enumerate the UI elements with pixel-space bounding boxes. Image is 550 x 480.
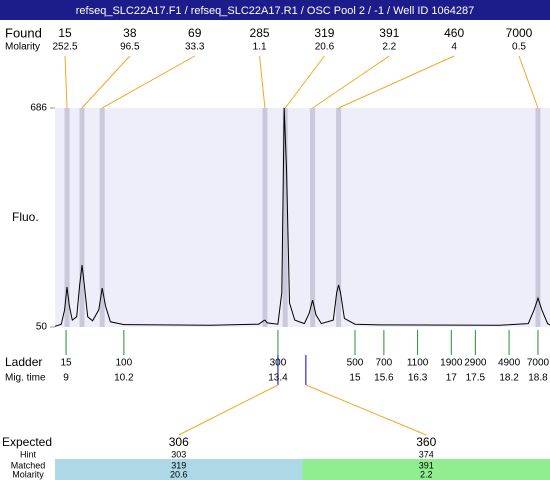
found-molarity: 0.5 [512,42,526,53]
found-size: 319 [314,26,334,40]
found-molarity: 20.6 [315,42,335,53]
result-row-label: Matched [11,460,46,470]
ladder-size: 1100 [407,358,429,369]
found-size: 7000 [506,26,533,40]
found-molarity: 2.2 [382,42,396,53]
found-molarity: 33.3 [185,42,205,53]
found-molarity: 4 [451,42,457,53]
result-row-label: Hint [20,449,37,459]
peak-connector [259,55,266,109]
peak-band [282,108,288,327]
ladder-mig-time: 18.2 [499,373,519,384]
found-size: 15 [58,26,72,40]
ladder-size: 100 [116,358,133,369]
ladder-mig-time: 10.2 [114,373,134,384]
result-expected: 306 [169,435,189,449]
peak-band [262,108,268,327]
peak-connector [101,55,195,109]
found-size: 285 [250,26,270,40]
found-molarity: 1.1 [253,42,267,53]
found-size: 69 [188,26,202,40]
peak-band [79,108,85,327]
peak-connector [284,55,325,109]
found-molarity: 252.5 [52,42,77,53]
peak-connector [338,55,455,109]
result-row-label: Expected [2,435,52,449]
result-hint: 374 [419,449,434,459]
result-matched: 391 [419,460,434,470]
mig-time-label: Mig. time [5,373,46,384]
result-row-label: Molarity [12,469,44,479]
trace [54,107,550,327]
peak-band [310,108,316,327]
ladder-label: Ladder [5,355,42,369]
expected-connector [178,384,279,436]
y-axis-label: Fluo. [12,210,39,224]
result-expected: 360 [416,435,436,449]
expected-connector [305,384,427,436]
found-size: 38 [123,26,137,40]
ladder-mig-time: 15.6 [374,373,394,384]
ladder-size: 700 [376,358,393,369]
peak-connector [81,55,131,109]
ladder-mig-time: 9 [63,373,69,384]
ladder-mig-time: 18.8 [528,373,548,384]
peak-connector [312,55,390,109]
ladder-mig-time: 15 [349,373,361,384]
peak-band [99,108,105,327]
peak-connector [64,55,68,109]
found-label: Found [5,25,42,40]
result-fill [55,459,303,480]
ladder-mig-time: 16.3 [408,373,428,384]
peak-band [535,108,541,327]
result-fill [302,459,550,480]
result-matched: 319 [171,460,186,470]
found-size: 391 [379,26,399,40]
ladder-mig-time: 17 [446,373,458,384]
result-molarity: 2.2 [420,469,433,479]
found-molarity: 96.5 [120,42,140,53]
peak-connector [518,55,539,109]
ladder-mig-time: 13.4 [268,373,288,384]
peak-band [336,108,342,327]
molarity-label: Molarity [5,42,40,53]
peak-band [64,108,70,327]
ladder-size: 2900 [464,358,487,369]
ladder-size: 7000 [527,358,550,369]
ladder-size: 500 [347,358,364,369]
result-molarity: 20.6 [170,469,188,479]
y-tick-label: 686 [30,103,47,114]
ladder-size: 300 [270,358,287,369]
ladder-size: 4900 [498,358,521,369]
result-hint: 303 [171,449,186,459]
ladder-size: 1900 [440,358,463,369]
found-size: 460 [444,26,464,40]
y-tick-label: 50 [36,322,48,333]
ladder-mig-time: 17.5 [466,373,486,384]
header-bar [0,0,550,20]
plot-area [55,108,550,327]
ladder-size: 15 [61,358,73,369]
header-title: refseq_SLC22A17.F1 / refseq_SLC22A17.R1 … [76,5,474,17]
